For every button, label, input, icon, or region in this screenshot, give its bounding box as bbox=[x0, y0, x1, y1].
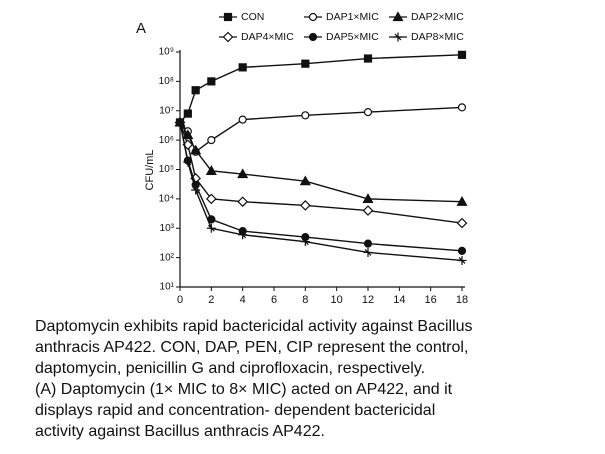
marker bbox=[207, 77, 216, 86]
series-line bbox=[179, 122, 463, 224]
marker bbox=[238, 63, 247, 72]
marker bbox=[363, 247, 373, 257]
y-tick-label: 10² bbox=[160, 252, 175, 263]
marker bbox=[300, 237, 310, 247]
marker bbox=[457, 246, 467, 255]
marker bbox=[205, 193, 217, 205]
marker bbox=[362, 205, 374, 216]
x-tick-label: 0 bbox=[177, 294, 183, 306]
y-tick-label: 10⁹ bbox=[159, 47, 174, 58]
marker bbox=[362, 193, 374, 203]
x-tick-label: 18 bbox=[456, 294, 468, 306]
marker bbox=[308, 32, 318, 42]
panel-label: A bbox=[136, 20, 146, 37]
x-tick-label: 2 bbox=[208, 294, 214, 306]
caption-line: Daptomycin exhibits rapid bactericidal a… bbox=[35, 318, 473, 335]
caption-line: activity against Bacillus anthracis AP42… bbox=[35, 423, 325, 440]
caption-line: anthracis AP422. CON, DAP, PEN, CIP repr… bbox=[35, 339, 468, 356]
marker bbox=[222, 31, 234, 43]
y-tick-label: 10³ bbox=[160, 223, 175, 234]
y-tick-label: 10⁸ bbox=[159, 76, 174, 87]
y-tick-label: 10⁶ bbox=[159, 135, 174, 146]
marker bbox=[205, 165, 217, 175]
marker bbox=[457, 50, 467, 59]
marker bbox=[183, 157, 193, 167]
marker bbox=[456, 217, 468, 229]
marker bbox=[299, 175, 311, 186]
series-line bbox=[179, 122, 463, 203]
marker bbox=[190, 144, 202, 155]
y-tick-label: 10⁴ bbox=[159, 194, 174, 205]
marker bbox=[308, 12, 318, 22]
marker bbox=[238, 230, 248, 240]
marker bbox=[393, 32, 403, 42]
x-tick-label: 6 bbox=[271, 294, 277, 306]
legend-label: DAP8×MIC bbox=[411, 31, 464, 43]
x-tick-label: 14 bbox=[393, 294, 405, 306]
y-axis-label: CFU/mL bbox=[144, 150, 156, 191]
x-tick-label: 16 bbox=[425, 294, 437, 306]
marker bbox=[191, 86, 200, 95]
marker bbox=[392, 11, 404, 22]
marker bbox=[363, 107, 373, 117]
series-line bbox=[179, 122, 463, 252]
x-tick-label: 12 bbox=[362, 294, 374, 306]
legend-label: DAP4×MIC bbox=[241, 31, 294, 43]
caption-line: daptomycin, penicillin G and ciprofloxac… bbox=[35, 360, 425, 377]
marker bbox=[363, 239, 373, 248]
legend-label: DAP1×MIC bbox=[326, 11, 379, 23]
caption-line: (A) Daptomycin (1× MIC to 8× MIC) acted … bbox=[35, 381, 453, 398]
marker bbox=[191, 185, 201, 195]
marker bbox=[183, 109, 192, 118]
marker bbox=[175, 117, 185, 127]
marker bbox=[237, 196, 249, 208]
series-line bbox=[179, 106, 463, 153]
y-tick-label: 10¹ bbox=[160, 282, 175, 293]
y-tick-label: 10⁷ bbox=[159, 105, 174, 116]
marker bbox=[238, 115, 247, 124]
marker bbox=[206, 223, 216, 233]
x-tick-label: 4 bbox=[240, 294, 246, 306]
marker bbox=[301, 59, 310, 68]
marker bbox=[299, 200, 311, 211]
y-tick-label: 10⁵ bbox=[159, 164, 174, 175]
x-tick-label: 10 bbox=[331, 294, 343, 306]
marker bbox=[301, 111, 310, 120]
legend-label: CON bbox=[241, 11, 264, 23]
marker bbox=[237, 168, 249, 179]
series-line bbox=[179, 122, 463, 262]
legend-label: DAP2×MIC bbox=[411, 11, 464, 23]
marker bbox=[223, 12, 233, 22]
marker bbox=[207, 136, 216, 145]
marker bbox=[457, 255, 467, 265]
legend-label: DAP5×MIC bbox=[326, 31, 379, 43]
marker bbox=[456, 195, 468, 206]
x-tick-label: 8 bbox=[302, 294, 308, 306]
series-line bbox=[179, 54, 463, 123]
marker bbox=[457, 103, 467, 112]
caption-line: displays rapid and concentration- depend… bbox=[35, 402, 435, 419]
marker bbox=[363, 54, 373, 63]
